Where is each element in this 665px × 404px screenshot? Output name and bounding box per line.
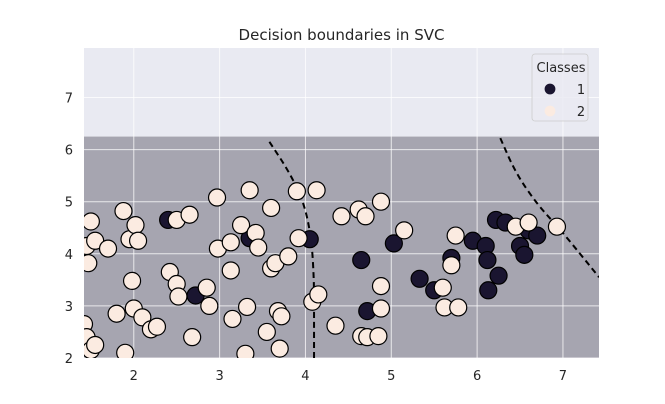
point-class-2: [107, 304, 126, 323]
point-class-2: [369, 327, 388, 346]
legend-title: Classes: [537, 61, 586, 76]
point-class-2: [147, 317, 167, 336]
x-tick-label: 5: [387, 369, 395, 384]
point-class-2: [169, 287, 188, 306]
point-class-2: [332, 207, 351, 226]
point-class-2: [446, 226, 465, 245]
legend-label-1: 1: [577, 83, 585, 98]
chart-title: Decision boundaries in SVC: [239, 26, 445, 44]
point-class-2: [249, 238, 268, 257]
point-class-1: [384, 234, 403, 253]
x-tick-label: 2: [130, 369, 138, 384]
point-class-2: [98, 239, 118, 258]
x-tick-label: 3: [215, 369, 223, 384]
y-axis-ticks: 2 3 4 5 6 7: [65, 91, 73, 367]
legend: Classes 12: [531, 53, 589, 122]
point-class-2: [289, 229, 308, 248]
point-class-2: [237, 297, 257, 317]
y-tick-label: 6: [65, 144, 73, 159]
y-tick-label: 2: [65, 352, 73, 367]
point-class-1: [478, 250, 497, 270]
point-class-2: [236, 344, 255, 358]
point-class-1: [479, 281, 498, 300]
point-class-1: [489, 266, 508, 285]
point-class-2: [86, 335, 105, 355]
point-class-2: [270, 339, 289, 358]
grid-lines: [84, 48, 599, 358]
point-class-2: [326, 316, 345, 335]
point-class-2: [433, 278, 452, 297]
point-class-1: [410, 269, 429, 288]
point-class-2: [183, 328, 202, 347]
point-class-2: [371, 299, 391, 318]
point-class-2: [519, 213, 538, 232]
plot-area: [84, 48, 599, 358]
boundary-right: [499, 137, 599, 278]
y-tick-label: 7: [65, 91, 73, 106]
legend-entries: 12: [544, 83, 585, 120]
y-tick-label: 3: [65, 300, 73, 315]
point-class-2: [122, 271, 142, 290]
y-tick-label: 5: [65, 196, 73, 211]
point-class-2: [240, 181, 259, 200]
point-class-2: [200, 296, 219, 315]
point-class-2: [442, 256, 461, 275]
point-class-2: [221, 233, 240, 252]
point-class-2: [395, 221, 414, 240]
y-tick-label: 4: [65, 248, 73, 263]
point-class-2: [128, 231, 148, 250]
point-class-2: [223, 309, 242, 329]
point-class-2: [197, 278, 216, 297]
point-class-2: [287, 182, 306, 201]
data-points: [84, 181, 567, 358]
point-class-1: [528, 226, 547, 245]
decision-regions: [84, 48, 599, 358]
point-class-2: [116, 343, 135, 358]
point-class-2: [449, 298, 468, 317]
point-class-2: [309, 285, 328, 304]
point-class-2: [262, 198, 281, 218]
point-class-2: [84, 212, 100, 231]
point-class-2: [257, 322, 276, 342]
point-class-2: [371, 277, 391, 296]
legend-marker-1: [544, 83, 556, 95]
point-class-1: [515, 245, 534, 264]
legend-box: [531, 53, 589, 122]
x-axis-ticks: 2 3 4 5 6 7: [130, 369, 567, 384]
legend-label-2: 2: [577, 105, 585, 120]
point-class-2: [307, 181, 326, 200]
point-class-2: [221, 261, 240, 280]
point-class-2: [371, 192, 391, 211]
point-class-2: [84, 254, 98, 273]
point-class-2: [279, 247, 298, 266]
point-class-2: [231, 216, 251, 235]
point-class-2: [547, 217, 567, 236]
legend-marker-2: [544, 105, 556, 117]
point-class-2: [272, 307, 291, 326]
point-class-2: [356, 207, 375, 226]
region-class-1: [84, 48, 599, 137]
point-class-2: [126, 216, 145, 235]
point-class-2: [207, 188, 227, 207]
point-class-2: [114, 201, 133, 221]
x-tick-label: 4: [301, 369, 309, 384]
point-class-2: [180, 205, 199, 224]
x-tick-label: 6: [473, 369, 481, 384]
point-class-1: [352, 250, 371, 270]
x-tick-label: 7: [559, 369, 567, 384]
